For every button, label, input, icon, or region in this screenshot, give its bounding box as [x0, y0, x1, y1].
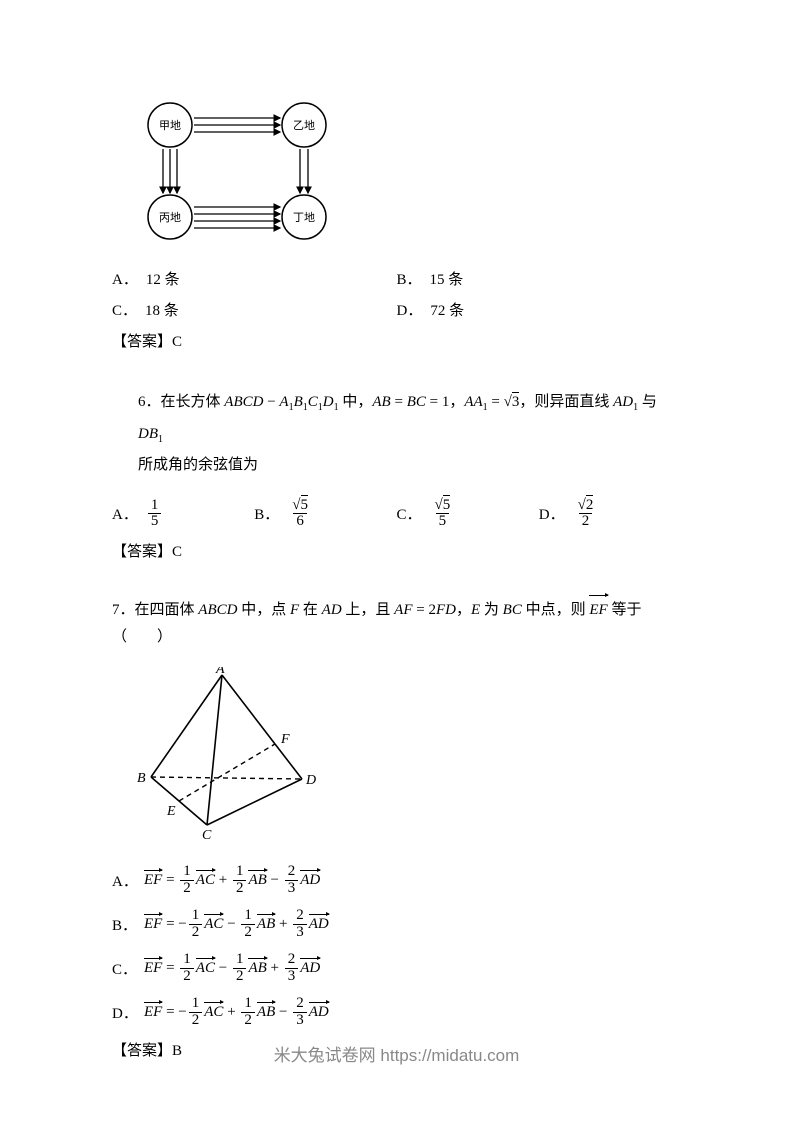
q5-choice-row-2: C． 18 条 D． 72 条 [112, 299, 681, 320]
vtx-d: D [305, 773, 316, 788]
routes-svg: 甲地 乙地 丙地 丁地 [132, 100, 342, 245]
q6-num: 6． [138, 394, 161, 410]
q7-opt-b: B． EF = − 12AC − 12AB + 23AD [112, 907, 681, 941]
q5-c-text: 18 条 [145, 303, 179, 319]
q6-b-label: B． [254, 503, 279, 524]
q5-a-text: 12 条 [146, 272, 180, 288]
vtx-f: F [280, 732, 290, 747]
q5-d-text: 72 条 [430, 303, 464, 319]
q5-d-label: D． [397, 303, 423, 319]
q6-line2: 所成角的余弦值为 [138, 457, 258, 473]
vtx-a: A [215, 667, 225, 677]
q6-answer-value: C [172, 544, 182, 560]
q7-m3: 上，且 [342, 602, 395, 618]
q6-mid1: 中， [339, 394, 373, 410]
q5-b-text: 15 条 [430, 272, 464, 288]
q5-c-label: C． [112, 303, 137, 319]
q6-prefix: 在长方体 [161, 394, 225, 410]
q5-answer-value: C [172, 334, 182, 350]
q6-answer: 【答案】C [112, 540, 681, 561]
routes-diagram: 甲地 乙地 丙地 丁地 [132, 100, 681, 250]
q5-a-label: A． [112, 272, 138, 288]
q7-opt-a: A． EF = 12AC + 12AB − 23AD [112, 863, 681, 897]
q5-answer-label: 【答案】 [112, 334, 172, 350]
vtx-e: E [166, 804, 176, 819]
q6-answer-label: 【答案】 [112, 544, 172, 560]
q6-a-den: 5 [148, 513, 162, 530]
q6-a-label: A． [112, 503, 138, 524]
q7-m4: ， [456, 602, 471, 618]
q6-c-den: 5 [436, 513, 450, 530]
tetrahedron-diagram: A B C D E F [134, 667, 681, 847]
q7-m5: 为 [480, 602, 503, 618]
q7-m2: 在 [299, 602, 322, 618]
q6-mid3: ，则异面直线 [519, 394, 613, 410]
q6-b-den: 6 [293, 513, 307, 530]
q6-d-den: 2 [579, 513, 593, 530]
page-footer: 米大兔试卷网 https://midatu.com [0, 1041, 793, 1066]
q6-choices: A．15 B．√56 C．√55 D．√22 [112, 498, 681, 531]
q7: 7．在四面体 ABCD 中，点 F 在 AD 上，且 AF = 2FD，E 为 … [112, 597, 681, 651]
q5-choice-row-1: A． 12 条 B． 15 条 [112, 268, 681, 289]
q7-opt-d: D． EF = − 12AC + 12AB − 23AD [112, 995, 681, 1029]
q6: 6．在长方体 ABCD − A1B1C1D1 中，AB = BC = 1，AA1… [112, 387, 681, 482]
q6-a-num: 1 [148, 498, 162, 514]
q6-mid2: ， [449, 394, 464, 410]
node-yi: 乙地 [293, 119, 315, 132]
q6-c-label: C． [397, 503, 422, 524]
q7-options: A． EF = 12AC + 12AB − 23AD B． EF = − 12A… [112, 863, 681, 1029]
q7-m1: 中，点 [237, 602, 290, 618]
q6-mid4: 与 [638, 394, 657, 410]
vtx-b: B [137, 771, 146, 786]
q7-num: 7． [112, 602, 135, 618]
q5-answer: 【答案】C [112, 330, 681, 351]
tetra-svg: A B C D E F [134, 667, 324, 842]
vtx-c: C [202, 828, 212, 842]
q7-opt-c: C． EF = 12AC − 12AB + 23AD [112, 951, 681, 985]
node-ding: 丁地 [293, 211, 315, 224]
q7-m6: 中点，则 [522, 602, 590, 618]
q5-b-label: B． [397, 272, 422, 288]
q7-prefix: 在四面体 [135, 602, 199, 618]
q6-d-label: D． [539, 503, 565, 524]
node-jia: 甲地 [159, 119, 181, 132]
node-bing: 丙地 [159, 211, 181, 224]
